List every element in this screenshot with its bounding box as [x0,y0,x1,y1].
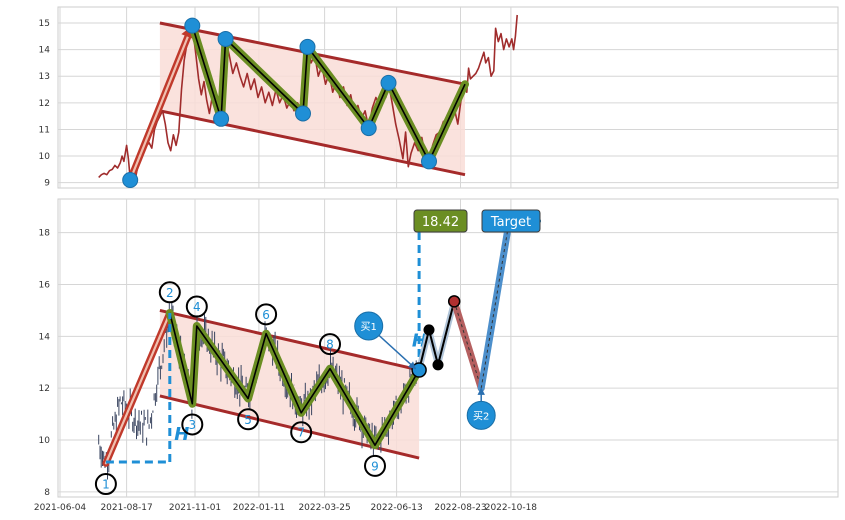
bottom-channel-upper [159,308,420,372]
top-pivot-8 [421,153,437,170]
numbered-point-6-label: 6 [262,308,270,322]
numbered-point-1-label: 1 [102,478,110,492]
x-tick-7: 2022-10-18 [485,503,538,513]
target-box-label: Target [490,215,531,230]
buy-2-label: 买2 [473,410,489,422]
x-tick-1: 2021-08-17 [100,503,152,513]
numbered-point-4-label: 4 [193,300,201,314]
top-pivot-3 [217,30,234,47]
top-pivot-7 [380,74,397,91]
top-y-tick-labels: 9 10 11 12 13 14 15 [39,19,51,189]
top-y-tick-0: 9 [44,179,50,189]
top-channel-lower [159,109,466,177]
numbered-point-8-label: 8 [326,338,334,352]
x-tick-4: 2022-03-25 [298,503,350,513]
top-pivot-1 [184,17,201,34]
top-y-tick-6: 15 [39,19,50,29]
bottom-y-tick-0: 8 [44,488,50,498]
value-box [413,209,468,233]
x-tick-3: 2022-01-11 [233,503,285,513]
top-channel-fill [159,23,465,175]
numbered-point-1-ring [94,473,117,496]
x-tick-0: 2021-06-04 [34,503,87,513]
numbered-point-9-ring [364,454,386,477]
bottom-y-tick-labels: 8 10 12 14 16 18 [39,229,51,498]
bottom-rise-arrow [102,309,174,467]
projection-dot-1 [423,324,435,336]
bottom-zigzag-inner [169,312,420,447]
bottom-numbered-points: 1 2 3 4 5 6 7 8 9 [94,281,386,496]
bottom-buy-points: 买1 买2 [354,311,496,430]
projection-down-band [450,297,485,392]
x-tick-5: 2022-06-13 [370,503,422,513]
top-y-tick-1: 10 [39,152,51,162]
bottom-y-tick-5: 18 [39,229,51,239]
target-box [481,209,541,233]
value-box-label: 18.42 [422,215,459,230]
numbered-point-5-ring [237,408,260,431]
h1-label: H [174,424,189,445]
bottom-y-tick-2: 12 [39,384,50,394]
bottom-y-tick-3: 14 [39,332,51,342]
bottom-y-tick-1: 10 [39,436,51,446]
numbered-point-3-ring [181,413,204,436]
bottom-rise-inner [104,311,171,465]
top-y-tick-5: 14 [39,46,51,56]
top-pivot-0 [122,172,139,189]
bottom-x-tick-labels: 2021-06-04 2021-08-17 2021-11-01 2022-01-11… [34,503,537,513]
top-pivot-6 [360,120,377,137]
numbered-point-9-label: 9 [371,459,379,473]
top-panel: 9 10 11 12 13 14 15 [39,6,839,189]
top-pivot-2 [213,110,230,127]
projection-peak-dot [447,295,461,308]
top-pivot-points [122,17,437,189]
top-y-tick-2: 11 [39,125,50,135]
buy-1-label: 买1 [361,321,377,333]
numbered-point-7-label: 7 [297,426,305,440]
projection-line [418,301,456,371]
top-pivot-5 [299,38,316,55]
projection-start-dot [411,362,427,378]
buy-1-circle [354,311,384,341]
bottom-zigzag [165,309,424,450]
x-tick-2: 2021-11-01 [169,503,221,513]
bottom-y-tick-4: 16 [39,281,51,291]
x-tick-6: 2022-08-23 [434,503,486,513]
numbered-point-6-ring [255,303,278,326]
buy-2-circle [466,400,496,430]
numbered-point-3-label: 3 [188,418,196,432]
numbered-point-5-label: 5 [244,413,252,427]
top-rise-inner [129,24,194,182]
numbered-point-2-label: 2 [166,286,174,300]
numbered-point-8-ring [319,333,341,356]
projection-up-dash [480,221,510,389]
bottom-target: 18.42 Target [413,209,541,233]
numbered-point-4-ring [185,295,208,318]
top-y-tick-4: 13 [39,72,50,82]
numbered-point-2-ring [158,281,181,304]
top-pivot-4 [295,105,311,122]
numbered-point-7-ring [290,421,313,444]
projection-dot-2 [432,359,444,371]
top-y-tick-3: 12 [39,99,50,109]
